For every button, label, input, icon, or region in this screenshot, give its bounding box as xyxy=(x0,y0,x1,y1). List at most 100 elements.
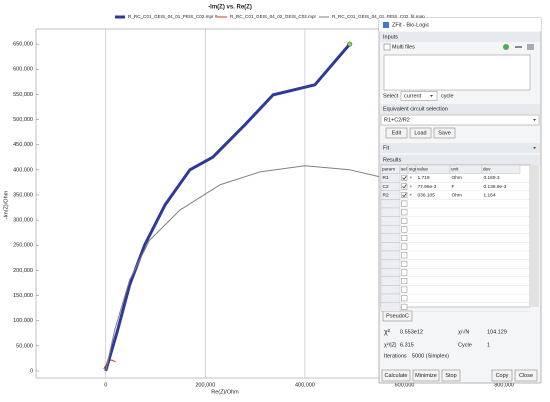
section-bar xyxy=(380,155,540,165)
section-bar[interactable] xyxy=(380,143,540,153)
action-button[interactable]: Calculate xyxy=(385,373,408,379)
button[interactable] xyxy=(514,369,538,382)
x-tick-label: 400,000 xyxy=(295,382,315,388)
action-button[interactable]: Copy xyxy=(496,373,509,379)
param-cell xyxy=(380,199,401,209)
x-tick-label: 800,000 xyxy=(494,382,514,388)
y-tick-label: 0 xyxy=(30,368,33,374)
cycle-dropdown[interactable] xyxy=(400,91,438,101)
checkbox[interactable] xyxy=(401,286,408,293)
check xyxy=(402,193,407,198)
remove-icon[interactable] xyxy=(515,46,522,48)
y-tick-label: 400,000 xyxy=(13,167,33,173)
button[interactable] xyxy=(385,127,408,139)
circuit-header: Equivalent circuit selection xyxy=(383,106,448,112)
add-icon[interactable] xyxy=(503,44,509,50)
series-line xyxy=(103,359,116,370)
param-cell xyxy=(380,276,401,286)
dropdown-arrow xyxy=(533,147,536,149)
button[interactable] xyxy=(412,369,440,382)
stat-label: χ²/|Z| xyxy=(384,342,396,348)
column-header-label: value xyxy=(417,167,428,172)
checkbox[interactable] xyxy=(401,192,408,199)
button[interactable] xyxy=(491,369,513,382)
button[interactable] xyxy=(409,127,432,139)
y-tick-label: 650,000 xyxy=(13,42,33,48)
column-header-label: dev xyxy=(483,167,491,172)
action-button[interactable]: Stop xyxy=(445,373,456,379)
cell-dev: 0.136.9e-3 xyxy=(484,184,507,190)
cell-param: R1 xyxy=(383,175,389,181)
y-tick-label: 600,000 xyxy=(13,67,33,73)
y-tick-label: 250,000 xyxy=(13,243,33,249)
checkbox[interactable] xyxy=(401,235,408,242)
y-tick-label: 550,000 xyxy=(13,92,33,98)
series-line xyxy=(104,43,351,372)
select-value: current xyxy=(404,93,422,99)
action-button[interactable]: Close xyxy=(519,373,533,379)
checkbox[interactable] xyxy=(401,278,408,284)
column-header-label: sel xyxy=(401,167,407,172)
stat-value: 104.129 xyxy=(487,329,507,335)
x-tick-label: 600,000 xyxy=(395,382,415,388)
y-axis-label: -Im(Z)/Ohm xyxy=(3,190,9,219)
circuit-dropdown[interactable] xyxy=(380,114,540,126)
checkbox[interactable] xyxy=(401,295,408,302)
column-header xyxy=(481,164,521,174)
button[interactable] xyxy=(381,369,411,382)
checkbox[interactable] xyxy=(401,183,408,190)
dropdown-arrow xyxy=(430,95,433,97)
action-button[interactable]: Minimize xyxy=(415,373,437,379)
checkbox[interactable] xyxy=(401,217,408,224)
zfit-dialog: ZFit - Bio-Logic Inputs Multi files Sele… xyxy=(378,17,542,384)
cell-param: C2 xyxy=(383,184,389,190)
cell-param: R2 xyxy=(383,192,389,198)
list-icon[interactable] xyxy=(527,44,534,50)
cycle-label: cycle xyxy=(441,93,454,99)
circuit-button[interactable]: Save xyxy=(438,130,451,136)
stat-value: 0.553e12 xyxy=(400,329,423,335)
param-cell xyxy=(380,233,401,243)
button[interactable] xyxy=(441,369,461,382)
legend-label: R_RC_C01_GEIS_04_01_PEIS_C02_fit.mpp xyxy=(332,14,425,19)
check xyxy=(402,184,407,189)
x-tick-label: 200,000 xyxy=(195,382,215,388)
cell-unit: F xyxy=(452,184,455,190)
param-cell xyxy=(380,285,401,295)
checkbox[interactable] xyxy=(383,43,391,51)
checkbox[interactable] xyxy=(401,303,408,310)
check xyxy=(402,175,407,180)
cell-value: 036.105 xyxy=(418,192,436,198)
cell-dev: 0.169.3 xyxy=(484,175,500,181)
checkbox[interactable] xyxy=(401,226,408,233)
circuit-button[interactable]: Load xyxy=(414,130,426,136)
cell-value: 1.719 xyxy=(418,175,430,181)
param-cell xyxy=(380,250,401,260)
y-tick-label: 300,000 xyxy=(13,218,33,224)
checkbox[interactable] xyxy=(401,269,408,276)
dropdown-arrow xyxy=(533,119,536,121)
checkbox[interactable] xyxy=(401,260,408,267)
param-cell xyxy=(380,216,401,226)
stat-value: 5000 (Simplex) xyxy=(412,353,449,359)
button[interactable] xyxy=(433,127,456,139)
stat-value: 6.315 xyxy=(400,342,414,348)
checkbox[interactable] xyxy=(401,252,408,259)
param-cell xyxy=(380,225,401,234)
checkbox[interactable] xyxy=(401,200,408,207)
circuit-button[interactable]: Edit xyxy=(392,130,402,136)
cell-sign: + xyxy=(410,185,413,190)
scrollbar[interactable] xyxy=(530,165,539,307)
file-list[interactable] xyxy=(383,54,531,91)
end-marker xyxy=(347,41,353,47)
stat-label: Cycle xyxy=(458,342,472,348)
checkbox[interactable] xyxy=(401,209,408,216)
y-tick-label: 200,000 xyxy=(13,268,33,274)
checkbox[interactable] xyxy=(401,243,408,250)
checkbox[interactable] xyxy=(401,174,408,181)
pseudoc-button[interactable]: PseudoC xyxy=(386,313,409,319)
cell-unit: Ohm xyxy=(452,192,462,198)
column-header-label: unit xyxy=(451,167,459,172)
